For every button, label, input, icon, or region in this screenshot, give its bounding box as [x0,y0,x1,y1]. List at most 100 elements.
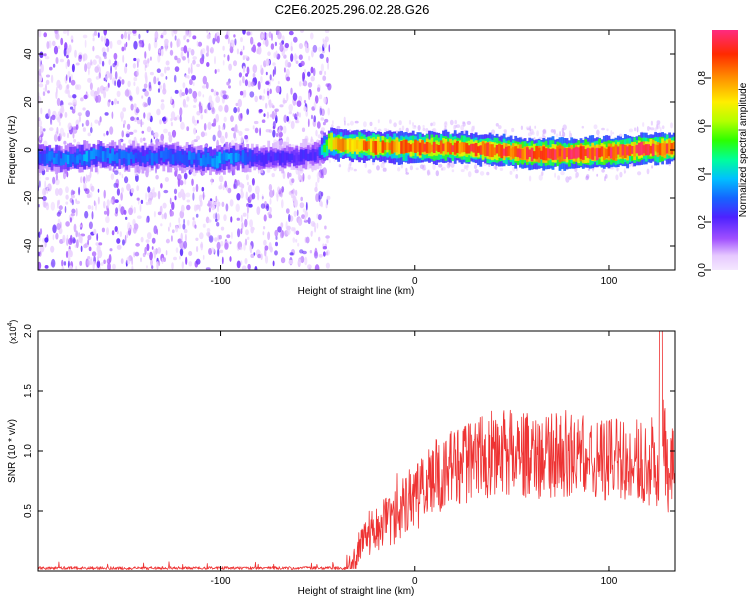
spectrogram-noise-cell [164,177,169,182]
spectrogram-noise-cell [116,238,121,244]
spectrogram-noise-cell [215,91,219,96]
spectrogram-noise-cell [300,60,305,67]
spectrogram-noise-cell [39,244,45,253]
spectrogram-band-cell [309,152,313,161]
spectrogram-noise-cell [292,92,298,102]
spectrogram-band-cell [591,147,595,160]
spectrogram-noise-cell [99,116,102,123]
spectrogram-band-cell [647,144,650,156]
spectrogram-noise-cell [525,126,530,130]
spectrogram-noise-cell [170,96,173,104]
spectrogram-noise-cell [234,179,237,183]
spectrogram-noise-cell [183,35,187,40]
spectrogram-noise-cell [125,63,128,68]
spectrogram-band-cell [311,148,315,161]
spectrogram-noise-cell [79,260,83,266]
spectrogram-band-cell [316,149,320,156]
spectrogram-noise-cell [136,197,140,201]
spectrogram-noise-cell [179,240,185,249]
spectrogram-noise-cell [325,262,330,269]
spectrogram-noise-cell [83,188,88,192]
spectrogram-band-cell [178,151,182,162]
spectrogram-noise-cell [136,185,140,192]
spectrogram-noise-cell [320,63,324,72]
spectrogram-noise-cell [277,226,282,233]
spectrogram-noise-cell [114,199,119,204]
spectrogram-noise-cell [239,246,243,251]
spectrogram-noise-cell [278,131,284,138]
spectrogram-noise-cell [156,108,161,116]
spectrogram-noise-cell [215,113,219,123]
spectrogram-noise-cell [208,235,214,243]
spectrogram-noise-cell [176,57,181,64]
spectrogram-noise-cell [269,74,272,81]
spectrogram-noise-cell [147,96,151,106]
spectrogram-noise-cell [169,49,174,56]
spectrogram-noise-cell [312,67,316,77]
spectrogram-noise-cell [319,94,323,100]
spectrogram-noise-cell [257,192,260,201]
spectrogram-band-cell [323,144,326,153]
spectrogram-noise-cell [279,104,284,108]
spectrogram-noise-cell [185,192,191,198]
spectrogram-noise-cell [369,121,373,127]
spectrogram-noise-cell [282,125,287,134]
spectrogram-noise-cell [332,120,334,125]
y-tick-label: -40 [23,238,34,253]
spectrogram-noise-cell [312,222,316,227]
spectrogram-band-cell [379,142,382,153]
spectrogram-noise-cell [69,76,71,83]
spectrogram-band-cell [87,149,91,161]
spectrogram-noise-cell [67,70,71,78]
spectrogram-noise-cell [83,94,88,100]
spectrogram-band-cell [209,156,212,165]
spectrogram-noise-cell [110,173,115,181]
spectrogram-noise-cell [168,134,173,143]
spectrogram-band-cell [551,148,555,161]
spectrogram-noise-cell [170,235,173,242]
spectrogram-noise-cell [229,42,232,50]
spectrogram-noise-cell [259,127,261,137]
spectrogram-noise-cell [473,164,478,170]
spectrogram-noise-cell [284,59,289,68]
spectrogram-noise-cell [124,176,129,184]
spectrogram-noise-cell [122,239,125,246]
spectrogram-noise-cell [562,124,567,131]
spectrogram-noise-cell [274,250,278,256]
spectrogram-noise-cell [226,234,231,239]
spectrogram-noise-cell [47,108,51,117]
spectrogram-noise-cell [152,187,155,191]
spectrogram-noise-cell [156,68,161,73]
spectrogram-band-cell [353,140,357,152]
spectrogram-noise-cell [135,86,140,95]
spectrogram-noise-cell [72,238,76,244]
spectrogram-noise-cell [200,131,205,138]
spectrogram-noise-cell [55,30,57,34]
spectrogram-noise-cell [107,82,110,89]
spectrogram-band-cell [509,148,513,157]
spectrogram-noise-cell [42,196,47,201]
spectrogram-noise-cell [301,214,306,220]
spectrogram-band-cell [101,151,105,162]
spectrogram-band-cell [332,139,336,150]
spectrogram-noise-cell [353,168,357,172]
spectrogram-noise-cell [87,256,91,260]
spectrogram-noise-cell [139,203,142,212]
spectrogram-noise-cell [101,227,105,233]
spectrogram-noise-cell [116,39,122,46]
spectrogram-band-cell [218,151,222,164]
spectrogram-band-cell [190,152,194,165]
spectrogram-noise-cell [179,180,184,186]
spectrogram-noise-cell [38,117,41,122]
spectrogram-band-cell [344,139,347,151]
spectrogram-noise-cell [236,193,241,201]
spectrogram-y-label: Frequency (Hz) [7,116,18,185]
spectrogram-noise-cell [121,46,125,52]
spectrogram-noise-cell [38,68,42,77]
spectrogram-noise-cell [269,206,272,214]
spectrogram-noise-cell [158,260,161,267]
spectrogram-noise-cell [260,76,263,84]
x-tick-label: 100 [601,576,618,587]
spectrogram-noise-cell [176,38,181,47]
spectrogram-band-cell [556,146,560,158]
